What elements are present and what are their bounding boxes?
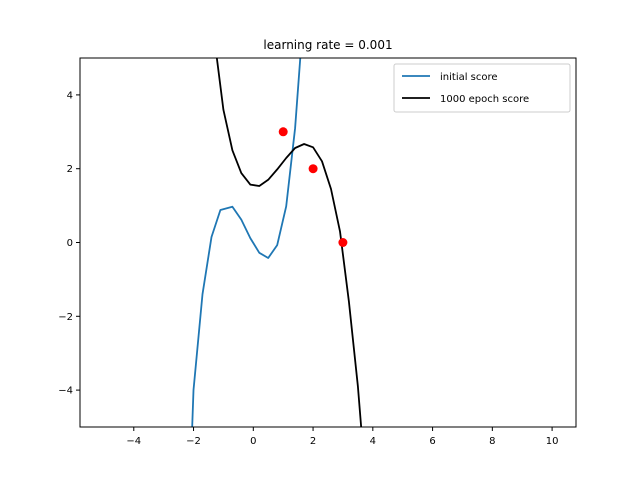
x-axis: −4 −2 0 2 4 6 8 10 bbox=[126, 427, 558, 447]
data-point bbox=[308, 164, 318, 174]
legend-box bbox=[393, 63, 571, 113]
y-tick-label: 4 bbox=[67, 90, 73, 101]
x-tick-label: 10 bbox=[546, 436, 559, 447]
data-point bbox=[338, 238, 348, 247]
data-points bbox=[278, 127, 348, 247]
y-axis: −4 −2 0 2 4 bbox=[58, 90, 80, 397]
x-tick-label: 4 bbox=[370, 436, 376, 447]
y-tick-label: 0 bbox=[67, 238, 73, 249]
legend-label-initial-score: initial score bbox=[440, 72, 498, 83]
y-tick-label: −4 bbox=[58, 386, 73, 397]
y-tick-label: −2 bbox=[58, 312, 73, 323]
x-tick-label: 6 bbox=[429, 436, 435, 447]
x-tick-label: 8 bbox=[489, 436, 495, 447]
x-tick-label: 0 bbox=[250, 436, 256, 447]
x-tick-label: −2 bbox=[186, 436, 201, 447]
y-tick-label: 2 bbox=[67, 164, 73, 175]
data-point bbox=[278, 127, 288, 137]
legend-label-1000-epoch-score: 1000 epoch score bbox=[440, 94, 529, 105]
plot-area bbox=[80, 58, 576, 427]
chart-title: learning rate = 0.001 bbox=[263, 38, 392, 52]
x-tick-label: −4 bbox=[126, 436, 141, 447]
series-line-initial-score bbox=[191, 58, 302, 427]
x-tick-label: 2 bbox=[310, 436, 316, 447]
legend: initial score 1000 epoch score bbox=[393, 63, 571, 113]
